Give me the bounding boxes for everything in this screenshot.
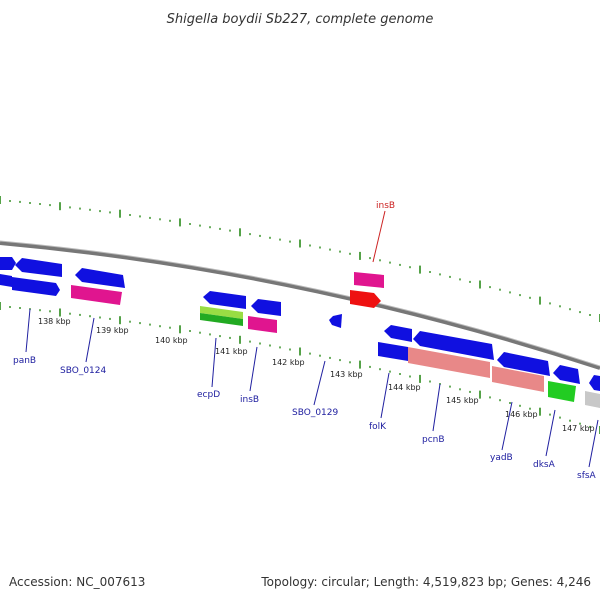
gene-arrow[interactable] [203, 291, 246, 309]
gene-arrow[interactable] [384, 325, 412, 342]
gene-arrow[interactable] [251, 299, 281, 316]
gene-label-SBO_0129[interactable]: SBO_0129 [292, 408, 338, 418]
gene-label-pcnB[interactable]: pcnB [422, 435, 445, 445]
gene-arrow[interactable] [413, 331, 494, 360]
kbp-label: 142 kbp [272, 358, 305, 367]
kbp-label: 146 kbp [505, 410, 538, 419]
gene-label-sfsA[interactable]: sfsA [577, 471, 597, 481]
label-leader-lines [25, 210, 599, 468]
kbp-label: 139 kbp [96, 326, 129, 335]
gene-arrow[interactable] [589, 375, 600, 391]
gene-arrow[interactable] [329, 314, 342, 328]
gene-arrow[interactable] [553, 365, 580, 384]
gene-label-ecpD[interactable]: ecpD [197, 390, 220, 400]
kbp-label: 147 kbp [562, 424, 595, 433]
transposase-feature-red-label[interactable] [354, 272, 384, 288]
gene-arrow[interactable] [0, 257, 16, 270]
gene-label-SBO_0124[interactable]: SBO_0124 [60, 366, 106, 376]
gene-features [0, 257, 600, 408]
gene-labels: panB SBO_0124 ecpD insB SBO_0129 folK pc… [13, 201, 597, 481]
green-feature[interactable] [548, 381, 576, 402]
red-feature[interactable] [350, 290, 381, 308]
kbp-label: 140 kbp [155, 336, 188, 345]
page-title: Shigella boydii Sb227, complete genome [167, 12, 434, 27]
gene-arrow[interactable] [15, 258, 62, 277]
gene-arrow[interactable] [0, 274, 12, 287]
gene-arrow[interactable] [12, 277, 60, 296]
gene-arrow[interactable] [378, 342, 408, 361]
kbp-label: 143 kbp [330, 370, 363, 379]
gene-label-folK[interactable]: folK [369, 422, 387, 432]
kbp-label: 145 kbp [446, 396, 479, 405]
gene-arrow[interactable] [75, 268, 125, 288]
inner-tick-ring [0, 302, 600, 434]
light-green-feature[interactable] [200, 306, 243, 319]
topology-label: Topology: circular; Length: 4,519,823 bp… [260, 575, 591, 589]
outer-tick-ring [0, 196, 600, 322]
gene-label-dksA[interactable]: dksA [533, 460, 556, 470]
salmon-feature[interactable] [408, 347, 490, 378]
transposase-feature[interactable] [248, 316, 277, 333]
genome-backbone [0, 241, 600, 370]
gene-label-panB[interactable]: panB [13, 356, 36, 366]
grey-feature[interactable] [585, 391, 600, 408]
gene-label-insB[interactable]: insB [240, 395, 259, 405]
kbp-tick-labels: 138 kbp 139 kbp 140 kbp 141 kbp 142 kbp … [38, 317, 595, 433]
green-feature[interactable] [200, 313, 243, 326]
gene-label-yadB[interactable]: yadB [490, 453, 513, 463]
gene-label-insB-red[interactable]: insB [376, 201, 395, 211]
gene-arrow[interactable] [497, 352, 550, 376]
salmon-feature[interactable] [492, 366, 544, 392]
transposase-feature[interactable] [71, 285, 122, 305]
kbp-label: 144 kbp [388, 383, 421, 392]
accession-label: Accession: NC_007613 [9, 575, 145, 589]
kbp-label: 138 kbp [38, 317, 71, 326]
kbp-label: 141 kbp [215, 347, 248, 356]
